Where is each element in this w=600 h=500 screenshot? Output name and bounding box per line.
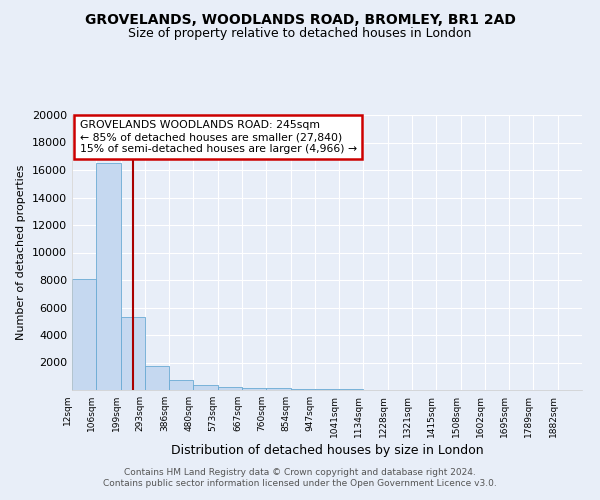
- Bar: [145, 366, 169, 390]
- X-axis label: Distribution of detached houses by size in London: Distribution of detached houses by size …: [170, 444, 484, 457]
- Bar: [218, 387, 242, 390]
- Text: GROVELANDS WOODLANDS ROAD: 245sqm
← 85% of detached houses are smaller (27,840)
: GROVELANDS WOODLANDS ROAD: 245sqm ← 85% …: [80, 120, 357, 154]
- Text: Size of property relative to detached houses in London: Size of property relative to detached ho…: [128, 28, 472, 40]
- Bar: [96, 163, 121, 390]
- Bar: [72, 278, 96, 390]
- Bar: [193, 385, 218, 390]
- Bar: [121, 317, 145, 390]
- Bar: [266, 388, 290, 390]
- Y-axis label: Number of detached properties: Number of detached properties: [16, 165, 26, 340]
- Text: Contains HM Land Registry data © Crown copyright and database right 2024.
Contai: Contains HM Land Registry data © Crown c…: [103, 468, 497, 487]
- Text: GROVELANDS, WOODLANDS ROAD, BROMLEY, BR1 2AD: GROVELANDS, WOODLANDS ROAD, BROMLEY, BR1…: [85, 12, 515, 26]
- Bar: [242, 388, 266, 390]
- Bar: [290, 388, 315, 390]
- Bar: [169, 380, 193, 390]
